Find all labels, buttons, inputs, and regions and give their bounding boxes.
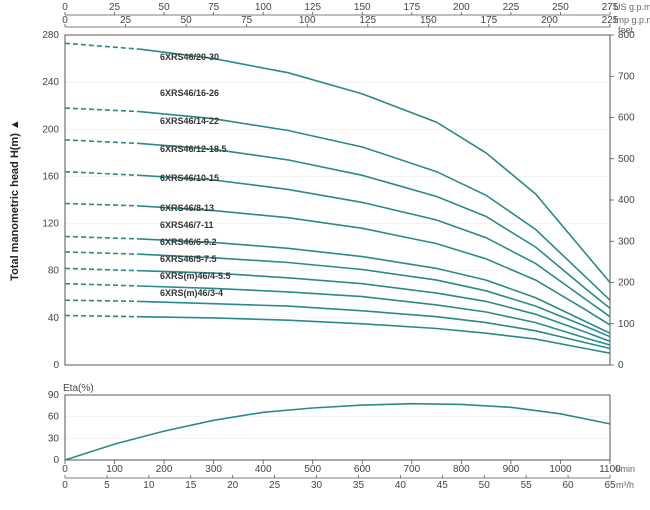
tick-eta: 90 [48,390,60,401]
tick-usgpm: 0 [62,2,68,13]
tick-usgpm: 100 [255,2,272,13]
unit-usgpm: US g.p.m [614,2,650,12]
tick-m3h: 30 [311,480,323,491]
tick-lmin: 200 [156,464,173,475]
tick-usgpm: 250 [552,2,569,13]
tick-feet: 300 [618,236,635,247]
curve-label: 6XRS46/5-7.5 [160,254,217,264]
tick-impgpm: 125 [359,15,376,26]
tick-impgpm: 100 [299,15,316,26]
tick-head-m: 40 [48,313,60,324]
tick-usgpm: 225 [503,2,520,13]
tick-feet: 700 [618,71,635,82]
tick-usgpm: 50 [159,2,171,13]
tick-lmin: 900 [503,464,520,475]
unit-m3h: m³/h [616,480,634,490]
tick-feet: 400 [618,195,635,206]
tick-usgpm: 125 [304,2,321,13]
unit-impgpm: Imp g.p.m [614,15,650,25]
tick-eta: 30 [48,433,60,444]
tick-lmin: 800 [453,464,470,475]
tick-m3h: 25 [269,480,281,491]
tick-impgpm: 175 [481,15,498,26]
tick-head-m: 200 [42,124,59,135]
tick-eta: 0 [53,455,59,466]
tick-head-m: 160 [42,171,59,182]
tick-m3h: 40 [395,480,407,491]
y-axis-title: Total manometric head H(m) ▲ [9,119,21,281]
curve-label: 6XRS46/12-18.5 [160,144,227,154]
tick-m3h: 50 [479,480,491,491]
tick-impgpm: 200 [541,15,558,26]
curve-label: 6XRS(m)46/3-4 [160,288,223,298]
tick-usgpm: 175 [403,2,420,13]
tick-m3h: 55 [521,480,533,491]
tick-usgpm: 25 [109,2,121,13]
tick-impgpm: 0 [62,15,68,26]
tick-m3h: 10 [143,480,155,491]
tick-m3h: 15 [185,480,197,491]
unit-feet: feet [618,25,634,35]
curve-label: 6XRS46/14-22 [160,116,219,126]
tick-m3h: 20 [227,480,239,491]
tick-lmin: 400 [255,464,272,475]
tick-lmin: 500 [304,464,321,475]
pump-curve-chart: 0255075100125150175200225250275US g.p.m0… [0,0,650,510]
tick-eta: 60 [48,412,60,423]
tick-m3h: 0 [62,480,68,491]
tick-lmin: 700 [403,464,420,475]
tick-lmin: 600 [354,464,371,475]
tick-lmin: 0 [62,464,68,475]
tick-m3h: 60 [563,480,575,491]
tick-impgpm: 50 [181,15,193,26]
curve-label: 6XRS(m)46/4-5.5 [160,271,231,281]
tick-feet: 200 [618,278,635,289]
tick-m3h: 5 [104,480,110,491]
curve-label: 6XRS46/6-9.2 [160,237,217,247]
tick-usgpm: 150 [354,2,371,13]
tick-head-m: 0 [53,360,59,371]
tick-impgpm: 25 [120,15,132,26]
tick-usgpm: 200 [453,2,470,13]
tick-head-m: 240 [42,77,59,88]
curve-label: 6XRS46/8-13 [160,203,214,213]
tick-head-m: 80 [48,266,60,277]
tick-feet: 0 [618,360,624,371]
tick-head-m: 120 [42,219,59,230]
curve-label: 6XRS46/7-11 [160,220,214,230]
tick-feet: 500 [618,154,635,165]
tick-m3h: 35 [353,480,365,491]
tick-lmin: 100 [106,464,123,475]
tick-lmin: 300 [205,464,222,475]
tick-lmin: 1000 [549,464,572,475]
curve-label: 6XRS46/10-15 [160,173,219,183]
tick-impgpm: 150 [420,15,437,26]
tick-impgpm: 75 [241,15,253,26]
tick-usgpm: 75 [208,2,220,13]
tick-feet: 600 [618,113,635,124]
tick-m3h: 65 [604,480,616,491]
unit-lmin: l/min [616,464,635,474]
tick-head-m: 280 [42,30,59,41]
curve-label: 6XRS46/20-30 [160,52,219,62]
canvas-bg [0,0,650,510]
tick-feet: 100 [618,319,635,330]
tick-m3h: 45 [437,480,449,491]
eta-title: Eta(%) [63,383,94,394]
curve-label: 6XRS46/16-26 [160,88,219,98]
